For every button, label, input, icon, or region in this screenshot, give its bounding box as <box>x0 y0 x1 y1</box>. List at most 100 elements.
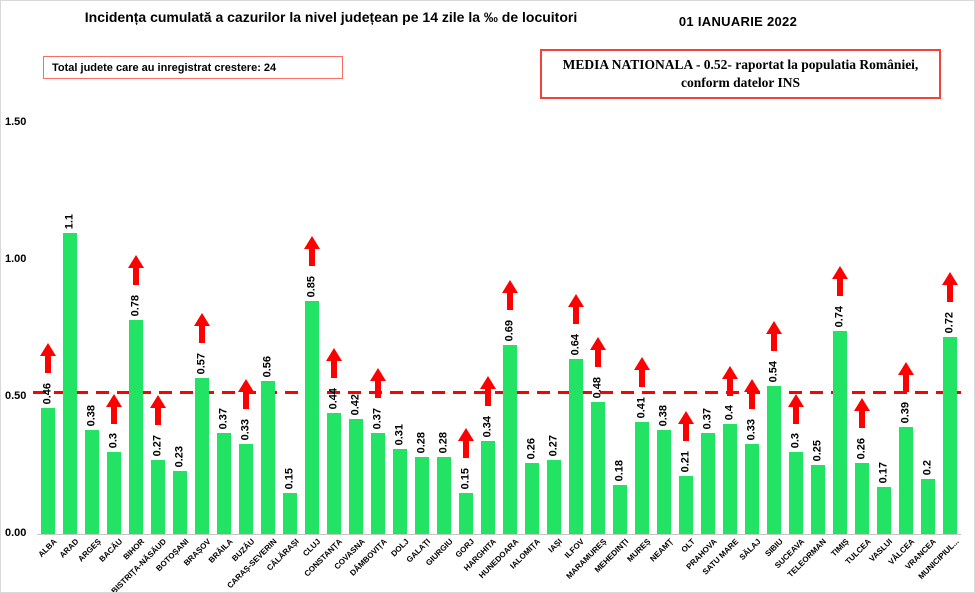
increase-arrow-icon <box>942 272 958 302</box>
arrow-head <box>326 348 342 361</box>
increase-arrow-icon <box>568 294 584 324</box>
bar-value-prahova: 0.37 <box>701 407 714 429</box>
bar-value-hunedoara: 0.69 <box>503 319 516 341</box>
arrow-stem <box>485 389 491 406</box>
arrow-head <box>40 343 56 356</box>
bar-value-iasi: 0.27 <box>547 434 560 456</box>
bar-group-galati: 0.28 <box>411 100 433 534</box>
arrow-head <box>568 294 584 307</box>
arrow-head <box>502 280 518 293</box>
arrow-stem <box>639 370 645 387</box>
bar-maramures <box>591 402 605 534</box>
bar-value-caras-severin: 0.56 <box>261 355 274 377</box>
bar-group-valcea: 0.39 <box>895 100 917 534</box>
arrow-stem <box>793 407 799 424</box>
arrow-head <box>722 366 738 379</box>
bar-group-hunedoara: 0.69 <box>499 100 521 534</box>
arrow-head <box>150 395 166 408</box>
bar-group-bistrita-nasaud: 0.27 <box>147 100 169 534</box>
bar-group-braila: 0.37 <box>213 100 235 534</box>
bar-giurgiu <box>437 457 451 534</box>
bar-bistrita-nasaud <box>151 460 165 534</box>
increase-arrow-icon <box>502 280 518 310</box>
arrow-stem <box>507 293 513 310</box>
bar-group-olt: 0.21 <box>675 100 697 534</box>
bar-group-mehedinti: 0.18 <box>609 100 631 534</box>
bar-value-timis: 0.74 <box>833 305 846 327</box>
x-label-olt: OLT <box>679 537 697 555</box>
increase-arrow-icon <box>194 313 210 343</box>
bar-bacau <box>107 452 121 534</box>
bar-value-alba: 0.46 <box>41 382 54 404</box>
arrow-head <box>128 255 144 268</box>
plot-area: 0.46 1.1 0.38 0.3 0.78 0.27 0.23 0.57 0.37 0.33 0.… <box>33 100 961 535</box>
bar-iasi <box>547 460 561 534</box>
arrow-stem <box>133 268 139 285</box>
arrow-stem <box>749 392 755 409</box>
bar-vrancea <box>921 479 935 534</box>
y-tick-1.00: 1.00 <box>5 253 27 265</box>
bar-dolj <box>393 449 407 534</box>
increase-arrow-icon <box>304 236 320 266</box>
arrow-head <box>634 357 650 370</box>
bar-vaslui <box>877 487 891 534</box>
bar-value-botosani: 0.23 <box>173 445 186 467</box>
bar-group-covasna: 0.42 <box>345 100 367 534</box>
bar-group-botosani: 0.23 <box>169 100 191 534</box>
bar-value-tulcea: 0.26 <box>855 437 868 459</box>
bar-value-galati: 0.28 <box>415 431 428 453</box>
arrow-stem <box>243 392 249 409</box>
arrow-head <box>788 394 804 407</box>
bar-group-calarasi: 0.15 <box>279 100 301 534</box>
y-axis: 0.00 0.50 1.00 1.50 <box>1 100 35 539</box>
arrow-head <box>854 398 870 411</box>
arrow-stem <box>595 350 601 367</box>
bar-group-gorj: 0.15 <box>455 100 477 534</box>
arrow-head <box>832 266 848 279</box>
bar-group-alba: 0.46 <box>37 100 59 534</box>
bar-galati <box>415 457 429 534</box>
arrow-stem <box>573 307 579 324</box>
bar-value-neamt: 0.38 <box>657 404 670 426</box>
bar-value-vrancea: 0.2 <box>921 459 934 475</box>
increase-arrow-icon <box>480 376 496 406</box>
arrow-stem <box>111 407 117 424</box>
arrow-head <box>370 368 386 381</box>
increase-arrow-icon <box>238 379 254 409</box>
increase-arrow-icon <box>898 362 914 392</box>
increase-arrow-icon <box>128 255 144 285</box>
x-label-iasi: IAȘI <box>546 537 565 555</box>
total-increase-box: Total judete care au inregistrat crester… <box>43 56 343 79</box>
bar-gorj <box>459 493 473 534</box>
bar-group-mures: 0.41 <box>631 100 653 534</box>
national-average-box: MEDIA NATIONALA - 0.52- raportat la popu… <box>540 49 941 99</box>
bar-calarasi <box>283 493 297 534</box>
national-average-line <box>33 390 961 394</box>
bar-group-suceava: 0.3 <box>785 100 807 534</box>
bar-group-dambovita: 0.37 <box>367 100 389 534</box>
bar-satu-mare <box>723 424 737 534</box>
arrow-head <box>480 376 496 389</box>
arrow-stem <box>683 424 689 441</box>
bar-value-bihor: 0.78 <box>129 294 142 316</box>
bar-cluj <box>305 301 319 534</box>
bar-value-dambovita: 0.37 <box>371 407 384 429</box>
arrow-head <box>304 236 320 249</box>
increase-arrow-icon <box>744 379 760 409</box>
bar-group-satu-mare: 0.4 <box>719 100 741 534</box>
bar-botosani <box>173 471 187 534</box>
arrow-stem <box>309 249 315 266</box>
bar-ilfov <box>569 359 583 534</box>
increase-arrow-icon <box>40 343 56 373</box>
bar-mures <box>635 422 649 534</box>
bar-teleorman <box>811 465 825 534</box>
arrow-stem <box>331 361 337 378</box>
bar-group-cluj: 0.85 <box>301 100 323 534</box>
bar-group-neamt: 0.38 <box>653 100 675 534</box>
arrow-head <box>766 321 782 334</box>
arrow-head <box>942 272 958 285</box>
bar-value-vaslui: 0.17 <box>877 461 890 483</box>
arrow-head <box>194 313 210 326</box>
bar-tulcea <box>855 463 869 534</box>
report-date: 01 IANUARIE 2022 <box>678 14 798 29</box>
